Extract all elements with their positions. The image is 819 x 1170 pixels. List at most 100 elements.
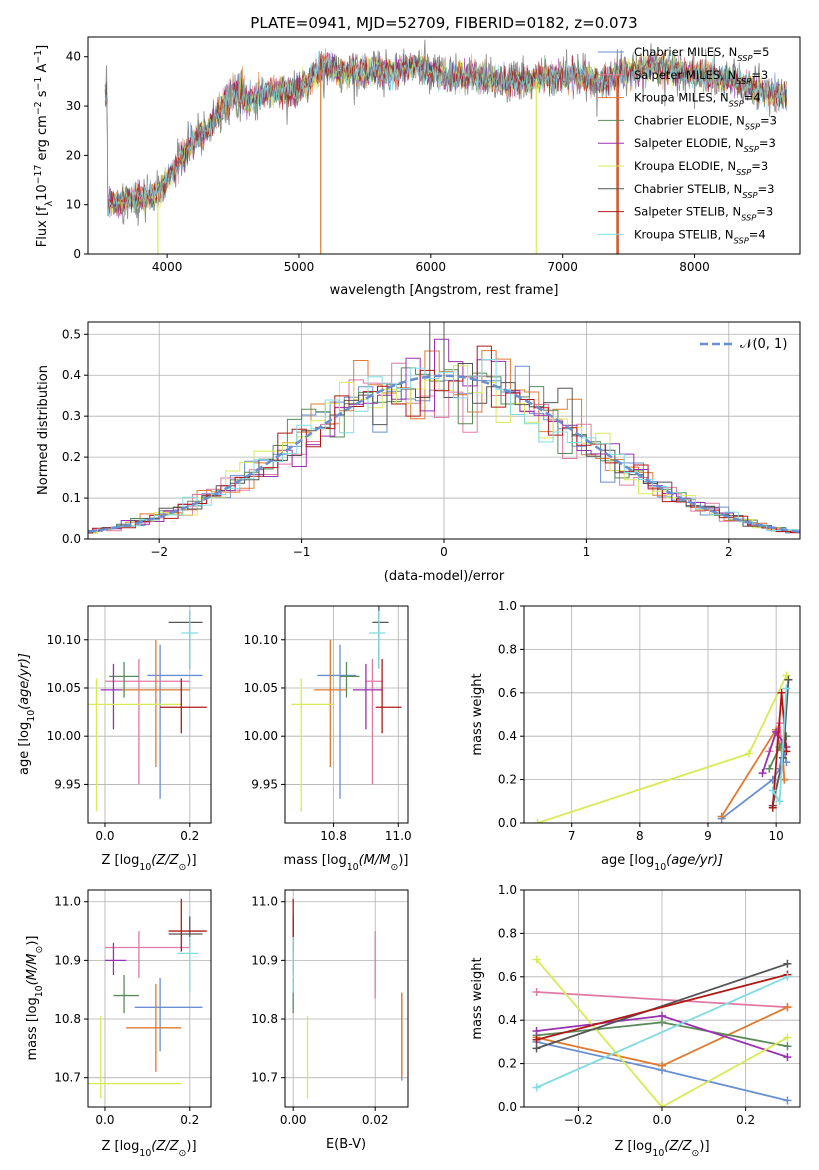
legend-label-8: Kroupa STELIB, NSSP=4: [634, 227, 766, 245]
mass-weight-vs-Z-marker-6-1: [783, 959, 792, 968]
mass-weight-vs-age-marker-7-0: [768, 803, 777, 812]
mass-weight-vs-age-marker-5-0: [533, 819, 542, 823]
mass-vs-Z-axes: 0.0 0.2 10.7 10.8 10.9 11.0: [54, 890, 211, 1127]
mass-weight-vs-Z-marker-3-2: [783, 1042, 792, 1051]
mass-weight-vs-age-marker-5-2: [782, 671, 791, 680]
mass-weight-vs-Z-ytick-label: 0.4: [498, 1013, 517, 1027]
mass-weight-vs-age-ylabel: mass weight: [470, 673, 485, 755]
mass-weight-vs-age-marker-6-2: [784, 675, 793, 684]
mass-weight-vs-age-ytick-label: 0.2: [498, 773, 517, 787]
spectrum-ytick-label: 40: [66, 50, 81, 64]
mass-vs-ebv-ytick-label: 10.9: [251, 953, 278, 967]
mass-weight-vs-Z-marker-8-1: [783, 972, 792, 981]
legend-label-3: Chabrier ELODIE, NSSP=3: [634, 113, 777, 131]
normal-curve: [88, 374, 800, 534]
residuals-xtick-label: 2: [725, 545, 733, 559]
mass-weight-vs-Z-ytick-label: 0.2: [498, 1057, 517, 1071]
mass-weight-vs-age-marker-2-0: [717, 812, 726, 821]
spectrum-xtick-label: 8000: [679, 260, 710, 274]
mass-weight-vs-age-marker-8-0: [768, 786, 777, 795]
mass-weight-vs-age-ytick-label: 0.6: [498, 686, 517, 700]
mass-vs-Z-xtick-label: 0.0: [95, 1113, 114, 1127]
mass-weight-vs-age-marker-4-0: [758, 769, 767, 778]
age-vs-Z-frame: [87, 605, 212, 824]
mass-vs-ebv-axes: 0.00 0.02 10.7 10.8 10.9 11.0: [251, 890, 408, 1127]
mass-weight-vs-Z-marker-5-2: [783, 1033, 792, 1042]
mass-weight-vs-age-marker-7-2: [782, 747, 791, 756]
residuals-ytick-label: 0.4: [62, 368, 81, 382]
mass-weight-vs-Z-marker-8-0: [532, 1083, 541, 1092]
residuals-ytick-label: 0.3: [62, 409, 81, 423]
mass-weight-vs-age-ytick-label: 0.0: [498, 816, 517, 830]
mass-weight-vs-Z-ylabel: mass weight: [470, 957, 485, 1039]
age-vs-mass-axes: 10.8 11.0 9.95 10.00 10.05 10.10: [244, 606, 412, 843]
mass-vs-ebv-xtick-label: 0.00: [280, 1113, 307, 1127]
mass-weight-vs-Z-marker-5-0: [532, 955, 541, 964]
mass-vs-Z-ytick-label: 11.0: [54, 895, 81, 909]
mass-weight-vs-age-xtick-label: 7: [568, 829, 576, 843]
spectrum-frame: [87, 36, 801, 255]
mass-weight-vs-Z-frame: [523, 889, 801, 1108]
spectrum-ytick-label: 0: [73, 247, 81, 261]
mass-weight-vs-Z-xtick-label: 0.2: [736, 1113, 755, 1127]
mass-weight-vs-age-line-5: [537, 675, 788, 823]
mass-vs-Z-xtick-label: 0.2: [180, 1113, 199, 1127]
legend-label-1: Salpeter MILES, NSSP=3: [634, 68, 768, 86]
spectrum-xtick-label: 5000: [284, 260, 315, 274]
legend-label-2: Kroupa MILES, NSSP=4: [634, 91, 761, 109]
mass-weight-vs-Z-ytick-label: 0.6: [498, 970, 517, 984]
spectrum-series-8: [104, 51, 788, 217]
residuals-ylabel: Normed distribution: [36, 365, 51, 495]
mass-vs-Z-ylabel: mass [log10(M/M⊙)]: [25, 936, 45, 1061]
spectrum-ytick-label: 20: [66, 148, 81, 162]
mass-weight-vs-Z-plot: [532, 955, 792, 1107]
mass-weight-vs-Z-line-5: [535, 958, 788, 1107]
residuals-ytick-label: 0.1: [62, 491, 81, 505]
mass-vs-ebv-frame: [284, 889, 409, 1108]
mass-weight-vs-Z-ytick-label: 0.8: [498, 926, 517, 940]
age-vs-mass-ytick-label: 10.10: [244, 633, 278, 647]
age-vs-Z-ylabel: age [log10(age/yr)]: [17, 653, 37, 775]
mass-vs-ebv-ytick-label: 10.8: [251, 1012, 278, 1026]
residuals-xlabel: (data-model)/error: [384, 569, 505, 584]
mass-vs-ebv-xlabel: E(B-V): [326, 1137, 366, 1152]
mass-weight-vs-Z-xtick-label: 0.0: [652, 1113, 671, 1127]
residuals-xtick-label: −1: [293, 545, 311, 559]
legend-label-6: Chabrier STELIB, NSSP=3: [634, 182, 774, 200]
spectrum-xtick-label: 6000: [416, 260, 447, 274]
mass-weight-vs-age-marker-5-1: [744, 749, 753, 758]
mass-weight-vs-age-axes: 7 8 9 10 0.0 0.2 0.4 0.6 0.8 1.0: [498, 599, 800, 843]
residuals-ytick-label: 0.0: [62, 532, 81, 546]
mass-weight-vs-Z-xtick-label: −0.2: [564, 1113, 593, 1127]
age-vs-Z-xlabel: Z [log10(Z/Z⊙)]: [101, 853, 196, 873]
mass-vs-ebv-xtick-label: 0.02: [362, 1113, 389, 1127]
mass-weight-vs-age-frame: [523, 605, 801, 824]
mass-vs-ebv-ytick-label: 10.7: [251, 1071, 278, 1085]
mass-weight-vs-Z-marker-2-1: [658, 1061, 666, 1070]
mass-weight-vs-Z-line-1: [536, 991, 788, 1009]
spectrum-ytick-label: 30: [66, 99, 81, 113]
age-vs-mass-ytick-label: 10.00: [244, 729, 278, 743]
mass-vs-Z-ytick-label: 10.9: [54, 953, 81, 967]
age-vs-Z-ytick-label: 10.00: [47, 729, 81, 743]
mass-weight-vs-age-marker-3-0: [765, 764, 774, 773]
mass-vs-Z-xlabel: Z [log10(Z/Z⊙)]: [101, 1139, 196, 1159]
mass-weight-vs-age-marker-7-1: [777, 688, 786, 697]
mass-weight-vs-age-plot: [533, 671, 793, 823]
residuals-axes: −2 −1 0 1 2 0.0 0.1 0.2 0.3 0.4 0.5: [62, 322, 800, 559]
spectrum-xtick-label: 7000: [547, 260, 578, 274]
spectrum-title: PLATE=0941, MJD=52709, FIBERID=0182, z=0…: [250, 14, 637, 32]
age-vs-Z-axes: 0.0 0.2 9.95 10.00 10.05 10.10: [47, 606, 211, 843]
residuals-plot: [88, 322, 800, 535]
age-vs-mass-xtick-label: 11.0: [385, 829, 412, 843]
legend-label-7: Salpeter STELIB, NSSP=3: [634, 205, 773, 223]
residuals-ytick-label: 0.2: [62, 450, 81, 464]
spectrum-ytick-label: 10: [66, 198, 81, 212]
age-vs-mass-xlabel: mass [log10(M/M⊙)]: [284, 853, 409, 873]
mass-vs-Z-ytick-label: 10.7: [54, 1071, 81, 1085]
mass-weight-vs-Z-marker-2-2: [783, 1003, 792, 1012]
age-vs-Z-xtick-label: 0.2: [180, 829, 199, 843]
mass-weight-vs-Z-xlabel: Z [log10(Z/Z⊙)]: [614, 1139, 709, 1159]
age-vs-Z-ytick-label: 10.10: [47, 633, 81, 647]
